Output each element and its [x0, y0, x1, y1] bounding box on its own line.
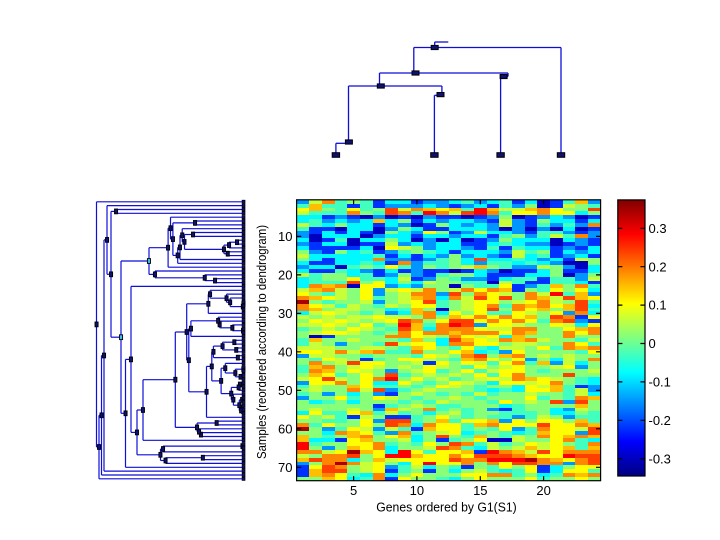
- svg-text:0.2: 0.2: [649, 259, 667, 274]
- svg-text:40: 40: [278, 344, 292, 359]
- svg-text:Genes ordered by G1(S1): Genes ordered by G1(S1): [376, 500, 517, 515]
- svg-text:30: 30: [278, 306, 292, 321]
- svg-text:20: 20: [536, 483, 550, 498]
- svg-text:10: 10: [278, 229, 292, 244]
- svg-text:-0.3: -0.3: [649, 451, 671, 466]
- svg-text:10: 10: [410, 483, 424, 498]
- svg-text:0: 0: [649, 336, 656, 351]
- svg-text:0.1: 0.1: [649, 298, 667, 313]
- svg-text:50: 50: [278, 383, 292, 398]
- svg-text:60: 60: [278, 421, 292, 436]
- svg-text:-0.2: -0.2: [649, 413, 671, 428]
- svg-text:5: 5: [350, 483, 357, 498]
- svg-text:0.3: 0.3: [649, 221, 667, 236]
- svg-text:-0.1: -0.1: [649, 375, 671, 390]
- svg-text:15: 15: [473, 483, 487, 498]
- svg-text:70: 70: [278, 460, 292, 475]
- svg-text:20: 20: [278, 268, 292, 283]
- svg-text:Samples (reordered according t: Samples (reordered according to dendrogr…: [254, 225, 269, 459]
